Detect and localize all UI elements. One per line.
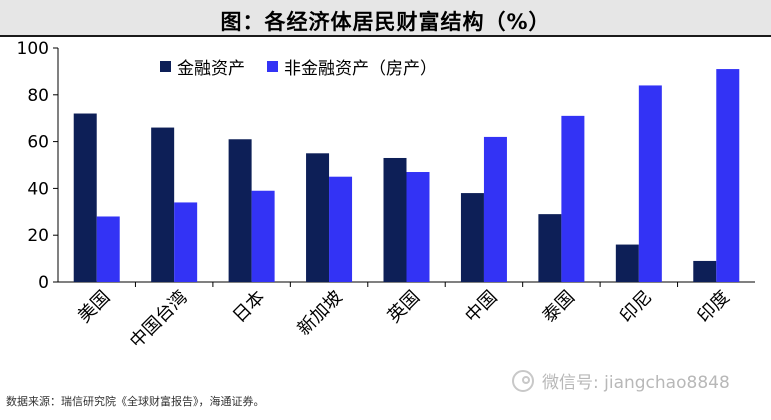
x-tick-label: 印度 [694,287,734,327]
y-tick-label: 20 [27,226,49,246]
legend-swatch-non-financial [267,61,278,72]
source-note: 数据来源：瑞信研究院《全球财富报告》，海通证券。 [6,395,265,408]
x-tick-label: 美国 [74,287,114,327]
bar-non-financial [406,172,430,282]
bar-financial [73,113,97,283]
legend-item-non-financial: 非金融资产（房产） [267,54,437,79]
bar-financial [228,139,252,282]
x-tick-label: 英国 [384,287,424,327]
x-tick-label: 日本 [229,287,269,327]
bar-non-financial [251,190,275,282]
bar-non-financial [561,115,585,282]
legend: 金融资产 非金融资产（房产） [160,54,459,79]
legend-label-financial: 金融资产 [177,59,245,79]
bar-financial [460,193,484,282]
bar-non-financial [716,69,740,282]
x-tick-label: 中国台湾 [126,287,192,353]
bar-financial [151,127,175,282]
x-tick-label: 泰国 [539,287,579,327]
watermark-text: 微信号: jiangchao8848 [542,373,730,393]
wechat-icon [512,369,534,392]
title-bar: 图：各经济体居民财富结构（%） [0,0,771,37]
bar-financial [693,260,717,282]
bar-non-financial [638,85,662,282]
legend-label-non-financial: 非金融资产（房产） [284,59,437,79]
y-tick-label: 60 [27,133,49,153]
bar-financial [383,157,407,282]
bar-non-financial [96,216,120,282]
watermark: 微信号: jiangchao8848 [512,368,730,393]
bar-financial [306,153,330,282]
bar-financial [538,214,562,282]
bar-non-financial [329,176,353,282]
bar-non-financial [483,136,507,282]
x-tick-label: 印尼 [616,287,656,327]
chart-title: 图：各经济体居民财富结构（%） [220,10,551,34]
bar-non-financial [174,202,198,282]
bar-financial [615,244,639,282]
x-tick-label: 新加坡 [294,287,347,340]
y-tick-label: 100 [17,39,49,59]
x-tick-label: 中国 [461,287,501,327]
y-tick-label: 40 [27,179,49,199]
y-tick-label: 80 [27,86,49,106]
legend-item-financial: 金融资产 [160,54,245,79]
legend-swatch-financial [160,61,171,72]
y-tick-label: 0 [38,273,49,293]
